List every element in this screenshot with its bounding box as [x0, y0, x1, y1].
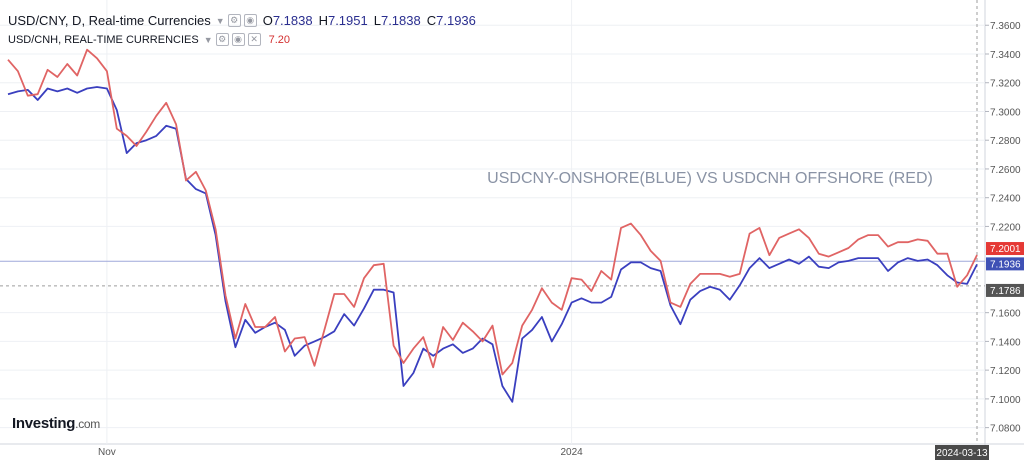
close-icon[interactable]: ✕ — [247, 33, 261, 46]
series-line-usdcny — [7, 86, 978, 403]
y-tick-label: 7.1000 — [990, 395, 1021, 406]
series-layer — [7, 48, 978, 403]
y-tick-label: 7.1200 — [990, 366, 1021, 377]
open-value-group: O7.1838 — [262, 13, 313, 28]
y-tick-label: 7.3600 — [990, 21, 1021, 32]
investing-logo: Investing.com — [12, 415, 100, 432]
hide-icon[interactable]: ◉ — [243, 14, 257, 27]
x-tick-label: 2024 — [560, 447, 583, 458]
y-tick-label: 7.3200 — [990, 79, 1021, 90]
price-badge-label: 7.2001 — [990, 244, 1021, 255]
y-tick-label: 7.0800 — [990, 424, 1021, 435]
last-date-label: 2024-03-13 — [936, 448, 988, 459]
price-badge-label: 7.1936 — [990, 259, 1021, 270]
y-tick-label: 7.1600 — [990, 309, 1021, 320]
y-tick-label: 7.3000 — [990, 107, 1021, 118]
main-legend: USD/CNY, D, Real-time Currencies ▼ ⚙ ◉ O… — [8, 13, 476, 28]
compare-value: 7.20 — [268, 33, 291, 46]
y-tick-label: 7.2400 — [990, 194, 1021, 205]
price-badge — [986, 257, 1024, 271]
compare-symbol-title[interactable]: USD/CNH, REAL-TIME CURRENCIES — [8, 33, 199, 46]
price-badge — [986, 283, 1024, 297]
hide-icon[interactable]: ◉ — [231, 33, 245, 46]
y-tick-label: 7.2600 — [990, 165, 1021, 176]
y-tick-label: 7.1400 — [990, 337, 1021, 348]
series-line-usdcnh — [7, 48, 978, 376]
x-tick-label: Nov — [98, 447, 116, 458]
y-tick-label: 7.2200 — [990, 222, 1021, 233]
y-tick-label: 7.2800 — [990, 136, 1021, 147]
time-axis[interactable]: Nov 2024 2024-03-13 — [98, 445, 989, 460]
main-symbol-title[interactable]: USD/CNY, D, Real-time Currencies — [8, 13, 211, 28]
settings-icon[interactable]: ⚙ — [227, 14, 241, 27]
close-value-group: C7.1936 — [426, 13, 476, 28]
chart-title: USDCNY-ONSHORE(BLUE) VS USDCNH OFFSHORE … — [487, 170, 933, 187]
chevron-down-icon[interactable]: ▼ — [215, 15, 225, 26]
high-value-group: H7.1951 — [318, 13, 368, 28]
compare-legend: USD/CNH, REAL-TIME CURRENCIES ▼ ⚙ ◉ ✕ 7.… — [8, 33, 290, 46]
price-badge — [986, 242, 1024, 256]
y-tick-label: 7.3400 — [990, 50, 1021, 61]
settings-icon[interactable]: ⚙ — [215, 33, 229, 46]
low-value-group: L7.1838 — [373, 13, 421, 28]
price-badge-label: 7.1786 — [990, 286, 1021, 297]
last-date-badge — [935, 445, 989, 460]
chevron-down-icon[interactable]: ▼ — [203, 34, 213, 45]
price-axis[interactable]: 7.3600 7.3400 7.3200 7.3000 7.2800 7.2600 7.24… — [985, 21, 1024, 435]
